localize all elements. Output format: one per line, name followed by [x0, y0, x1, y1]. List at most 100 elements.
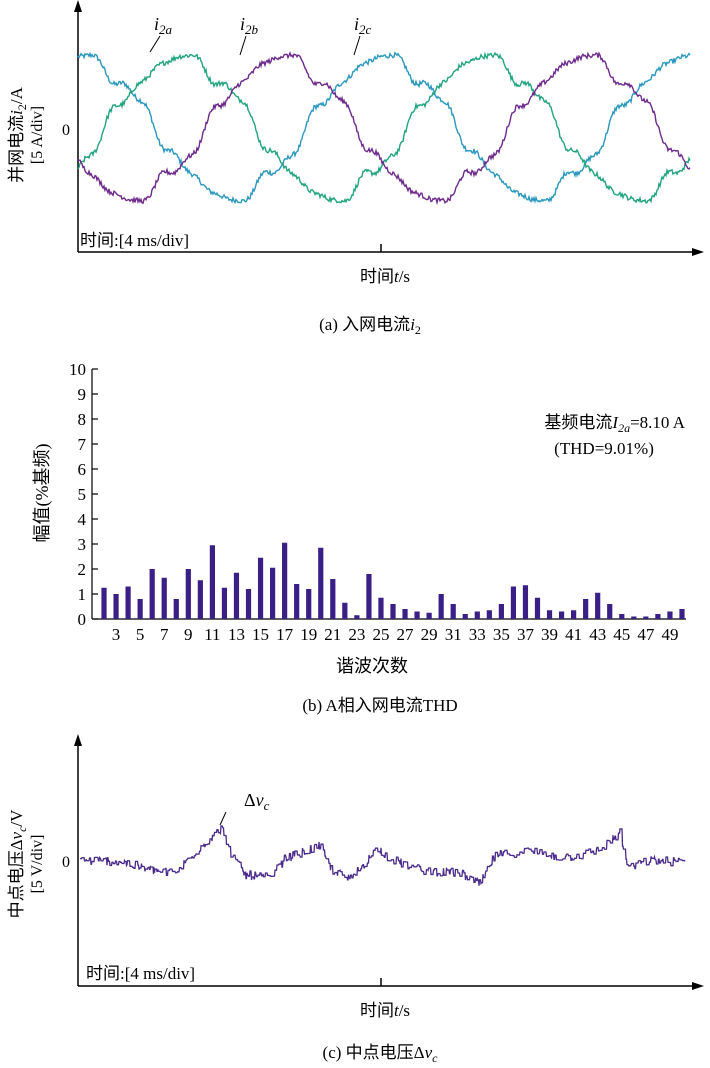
bar-harmonic-5 [137, 599, 143, 619]
panel-b-xtick-label: 19 [300, 625, 317, 644]
panel-a: 0 i2a i2b i2c 并网电流i2/A [5 A/div] 时间:[4 m [7, 0, 704, 337]
panel-b-xtick-label: 33 [469, 625, 486, 644]
panel-b-xtick-label: 13 [228, 625, 245, 644]
svg-text:[5 A/div]: [5 A/div] [29, 106, 46, 164]
panel-b-ytick-label: 7 [78, 435, 87, 454]
panel-b-xtick-label: 49 [661, 625, 678, 644]
bar-harmonic-42 [583, 599, 589, 619]
bar-harmonic-9 [185, 569, 191, 619]
panel-b-ytick-label: 0 [78, 610, 87, 629]
series-dvc-line [80, 825, 686, 886]
bar-harmonic-20 [318, 547, 324, 619]
panel-b-ytick-label: 3 [78, 535, 87, 554]
label-dvc: Δvc [244, 790, 270, 813]
bar-harmonic-37 [522, 585, 529, 619]
panel-b-fundamental: 基频电流I2a=8.10 A [544, 413, 685, 435]
panel-b-xtick-label: 47 [637, 625, 655, 644]
bar-harmonic-2 [101, 587, 107, 619]
bar-harmonic-26 [390, 604, 396, 619]
panel-b-xtick-label: 39 [541, 625, 558, 644]
panel-b-xtick-label: 11 [204, 625, 220, 644]
bar-harmonic-29 [426, 612, 432, 619]
panel-b-bars [101, 542, 685, 619]
bar-harmonic-43 [595, 592, 601, 619]
panel-b-xtick-label: 3 [112, 625, 121, 644]
panel-c-y-arrow [74, 734, 82, 746]
label-i2b: i2b [240, 14, 259, 37]
panel-b-xtick-label: 23 [348, 625, 365, 644]
svg-text:并网电流i2/A: 并网电流i2/A [7, 86, 29, 182]
panel-a-ylabel: 并网电流i2/A [7, 86, 29, 182]
panel-b-xtick-label: 45 [613, 625, 630, 644]
panel-b-xtick-label: 17 [276, 625, 294, 644]
bar-harmonic-48 [655, 614, 661, 619]
bar-harmonic-14 [245, 589, 252, 619]
bar-harmonic-13 [233, 572, 240, 619]
bar-harmonic-33 [474, 611, 480, 619]
panel-a-caption: (a) 入网电流i2 [319, 315, 421, 337]
bar-harmonic-18 [294, 584, 300, 619]
label-i2c-leader [353, 35, 361, 56]
bar-harmonic-45 [619, 614, 625, 619]
panel-a-x-arrow [692, 248, 704, 256]
bar-harmonic-15 [257, 557, 264, 619]
bar-harmonic-30 [438, 594, 444, 619]
panel-b-xtick-label: 37 [517, 625, 535, 644]
panel-c-x-arrow [692, 982, 704, 990]
bar-harmonic-46 [631, 616, 637, 619]
bar-harmonic-40 [558, 611, 565, 619]
panel-b-ytick-label: 2 [78, 560, 87, 579]
bar-harmonic-35 [498, 604, 504, 619]
panel-b-ytick-label: 1 [78, 585, 87, 604]
panel-b-xtick-label: 7 [160, 625, 169, 644]
panel-b-caption: (b) A相入网电流THD [302, 696, 457, 715]
bar-harmonic-49 [667, 611, 673, 619]
panel-b-xtick-label: 27 [397, 625, 415, 644]
bar-harmonic-41 [571, 610, 577, 619]
bar-harmonic-39 [546, 610, 553, 619]
bar-harmonic-10 [197, 580, 203, 619]
bar-harmonic-21 [330, 579, 336, 619]
bar-harmonic-25 [378, 597, 384, 619]
bar-harmonic-47 [643, 616, 649, 619]
panel-b-xtick-label: 43 [589, 625, 606, 644]
bar-harmonic-34 [486, 610, 492, 619]
panel-b-xtick-label: 21 [324, 625, 341, 644]
bar-harmonic-50 [679, 609, 685, 619]
label-i2a-leader [149, 35, 161, 53]
label-i2a: i2a [154, 14, 173, 37]
label-i2b-leader [239, 35, 247, 56]
series-i2a-line [77, 51, 691, 205]
svg-text:[5 V/div]: [5 V/div] [29, 835, 46, 894]
panel-c-time-div: 时间:[4 ms/div] [86, 964, 195, 983]
svg-text:幅值(%基频): 幅值(%基频) [32, 444, 53, 543]
bar-harmonic-32 [462, 614, 468, 619]
bar-harmonic-31 [450, 604, 456, 619]
bar-harmonic-12 [221, 587, 228, 619]
bar-harmonic-23 [354, 615, 360, 619]
bar-harmonic-16 [269, 567, 276, 619]
panel-b-xtick-label: 41 [565, 625, 582, 644]
panel-c-ydiv: [5 V/div] [29, 835, 46, 894]
panel-b-xtick-label: 25 [372, 625, 389, 644]
series-i2c-line [77, 50, 691, 206]
panel-a-xlabel: 时间t/s [360, 267, 410, 286]
panel-a-waveforms [77, 50, 691, 206]
bar-harmonic-7 [161, 577, 167, 619]
panel-b-ytick-label: 4 [78, 510, 87, 529]
panel-b-xtick-labels: 3 5 7 9 11 13 15 17 19 21 23 25 27 29 31 33 35 37 39 41 43 45… [112, 625, 679, 644]
bar-harmonic-3 [113, 594, 119, 619]
panel-b-ytick-labels: 0 1 2 3 4 5 6 7 8 9 10 [69, 360, 87, 629]
panel-c-xlabel: 时间t/s [360, 1001, 410, 1020]
bar-harmonic-8 [173, 599, 179, 619]
panel-b-ytick-label: 6 [78, 460, 87, 479]
bar-harmonic-38 [534, 597, 541, 619]
panel-b-ytick-label: 10 [69, 360, 86, 379]
svg-text:中点电压Δvc/V: 中点电压Δvc/V [7, 809, 29, 919]
label-dvc-leader [219, 811, 227, 826]
panel-b-ytick-label: 5 [78, 485, 87, 504]
panel-b-xtick-label: 9 [184, 625, 193, 644]
bar-harmonic-27 [402, 609, 408, 619]
label-i2c: i2c [354, 14, 372, 37]
panel-c: 0 Δvc 中点电压Δvc/V [5 V/div] 时间:[4 ms/div] … [7, 734, 704, 1065]
